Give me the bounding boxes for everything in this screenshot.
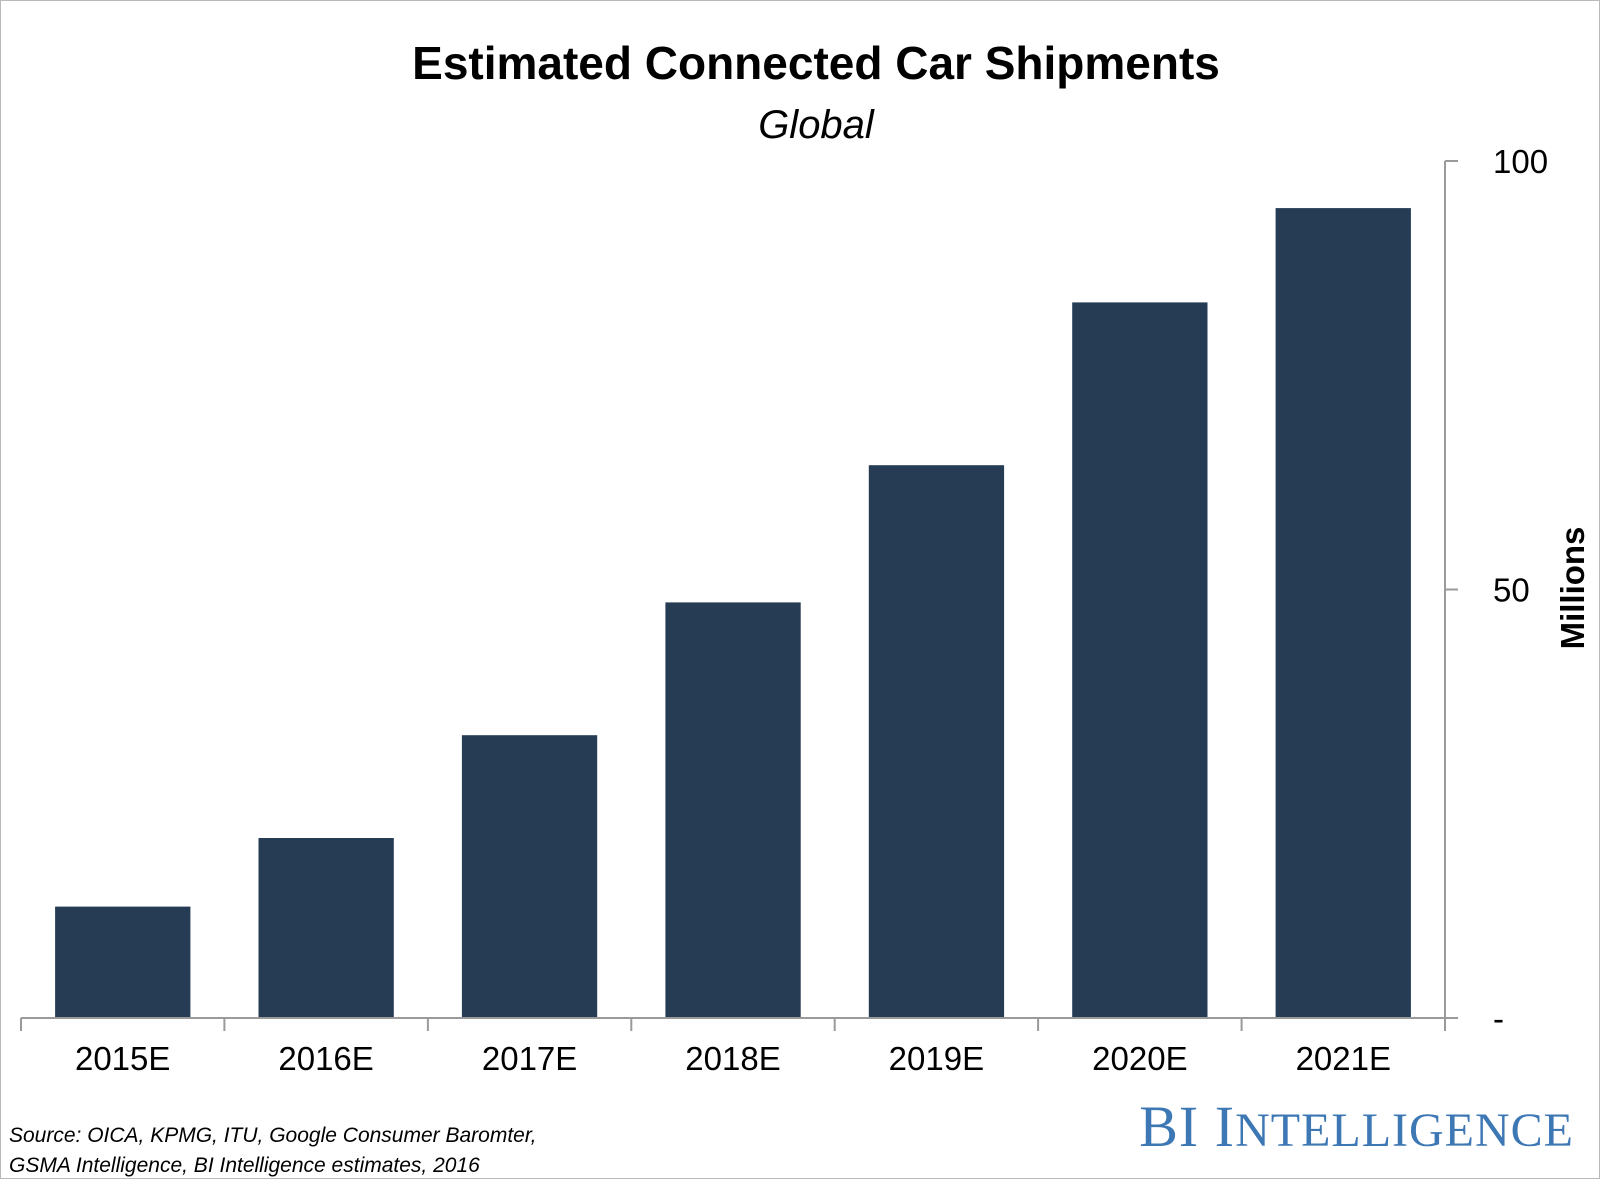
chart-title: Estimated Connected Car Shipments xyxy=(412,37,1220,89)
x-tick-label-2019E: 2019E xyxy=(889,1040,984,1077)
bar-2015E xyxy=(55,906,191,1018)
x-tick-label-2016E: 2016E xyxy=(278,1040,373,1077)
bar-2020E xyxy=(1072,302,1208,1018)
x-tick-label-2021E: 2021E xyxy=(1296,1040,1391,1077)
y-ticks-group: 100 50 - xyxy=(1445,143,1548,1037)
y-tick-label-100: 100 xyxy=(1493,143,1548,180)
source-note-line-1: Source: OICA, KPMG, ITU, Google Consumer… xyxy=(9,1124,537,1147)
y-axis-title: Millions xyxy=(1554,527,1591,650)
source-note-line-2: GSMA Intelligence, BI Intelligence estim… xyxy=(9,1154,480,1177)
bar-2016E xyxy=(258,838,394,1018)
x-tick-label-2017E: 2017E xyxy=(482,1040,577,1077)
bi-intelligence-logo: BI INTELLIGENCE xyxy=(1139,1094,1574,1159)
y-tick-label-50: 50 xyxy=(1493,572,1530,609)
y-tick-label--: - xyxy=(1493,1000,1504,1037)
x-labels-group: 2015E 2016E 2017E 2018E 2019E 2020E 2021E xyxy=(75,1040,1391,1077)
bar-2021E xyxy=(1275,208,1411,1019)
bar-2018E xyxy=(665,602,801,1018)
bar-2019E xyxy=(868,465,1005,1018)
x-tick-label-2018E: 2018E xyxy=(685,1040,780,1077)
bars-group xyxy=(55,208,1411,1019)
bar-2017E xyxy=(461,735,598,1018)
chart-subtitle: Global xyxy=(758,103,875,147)
x-tick-label-2020E: 2020E xyxy=(1092,1040,1187,1077)
x-tick-label-2015E: 2015E xyxy=(75,1040,170,1077)
